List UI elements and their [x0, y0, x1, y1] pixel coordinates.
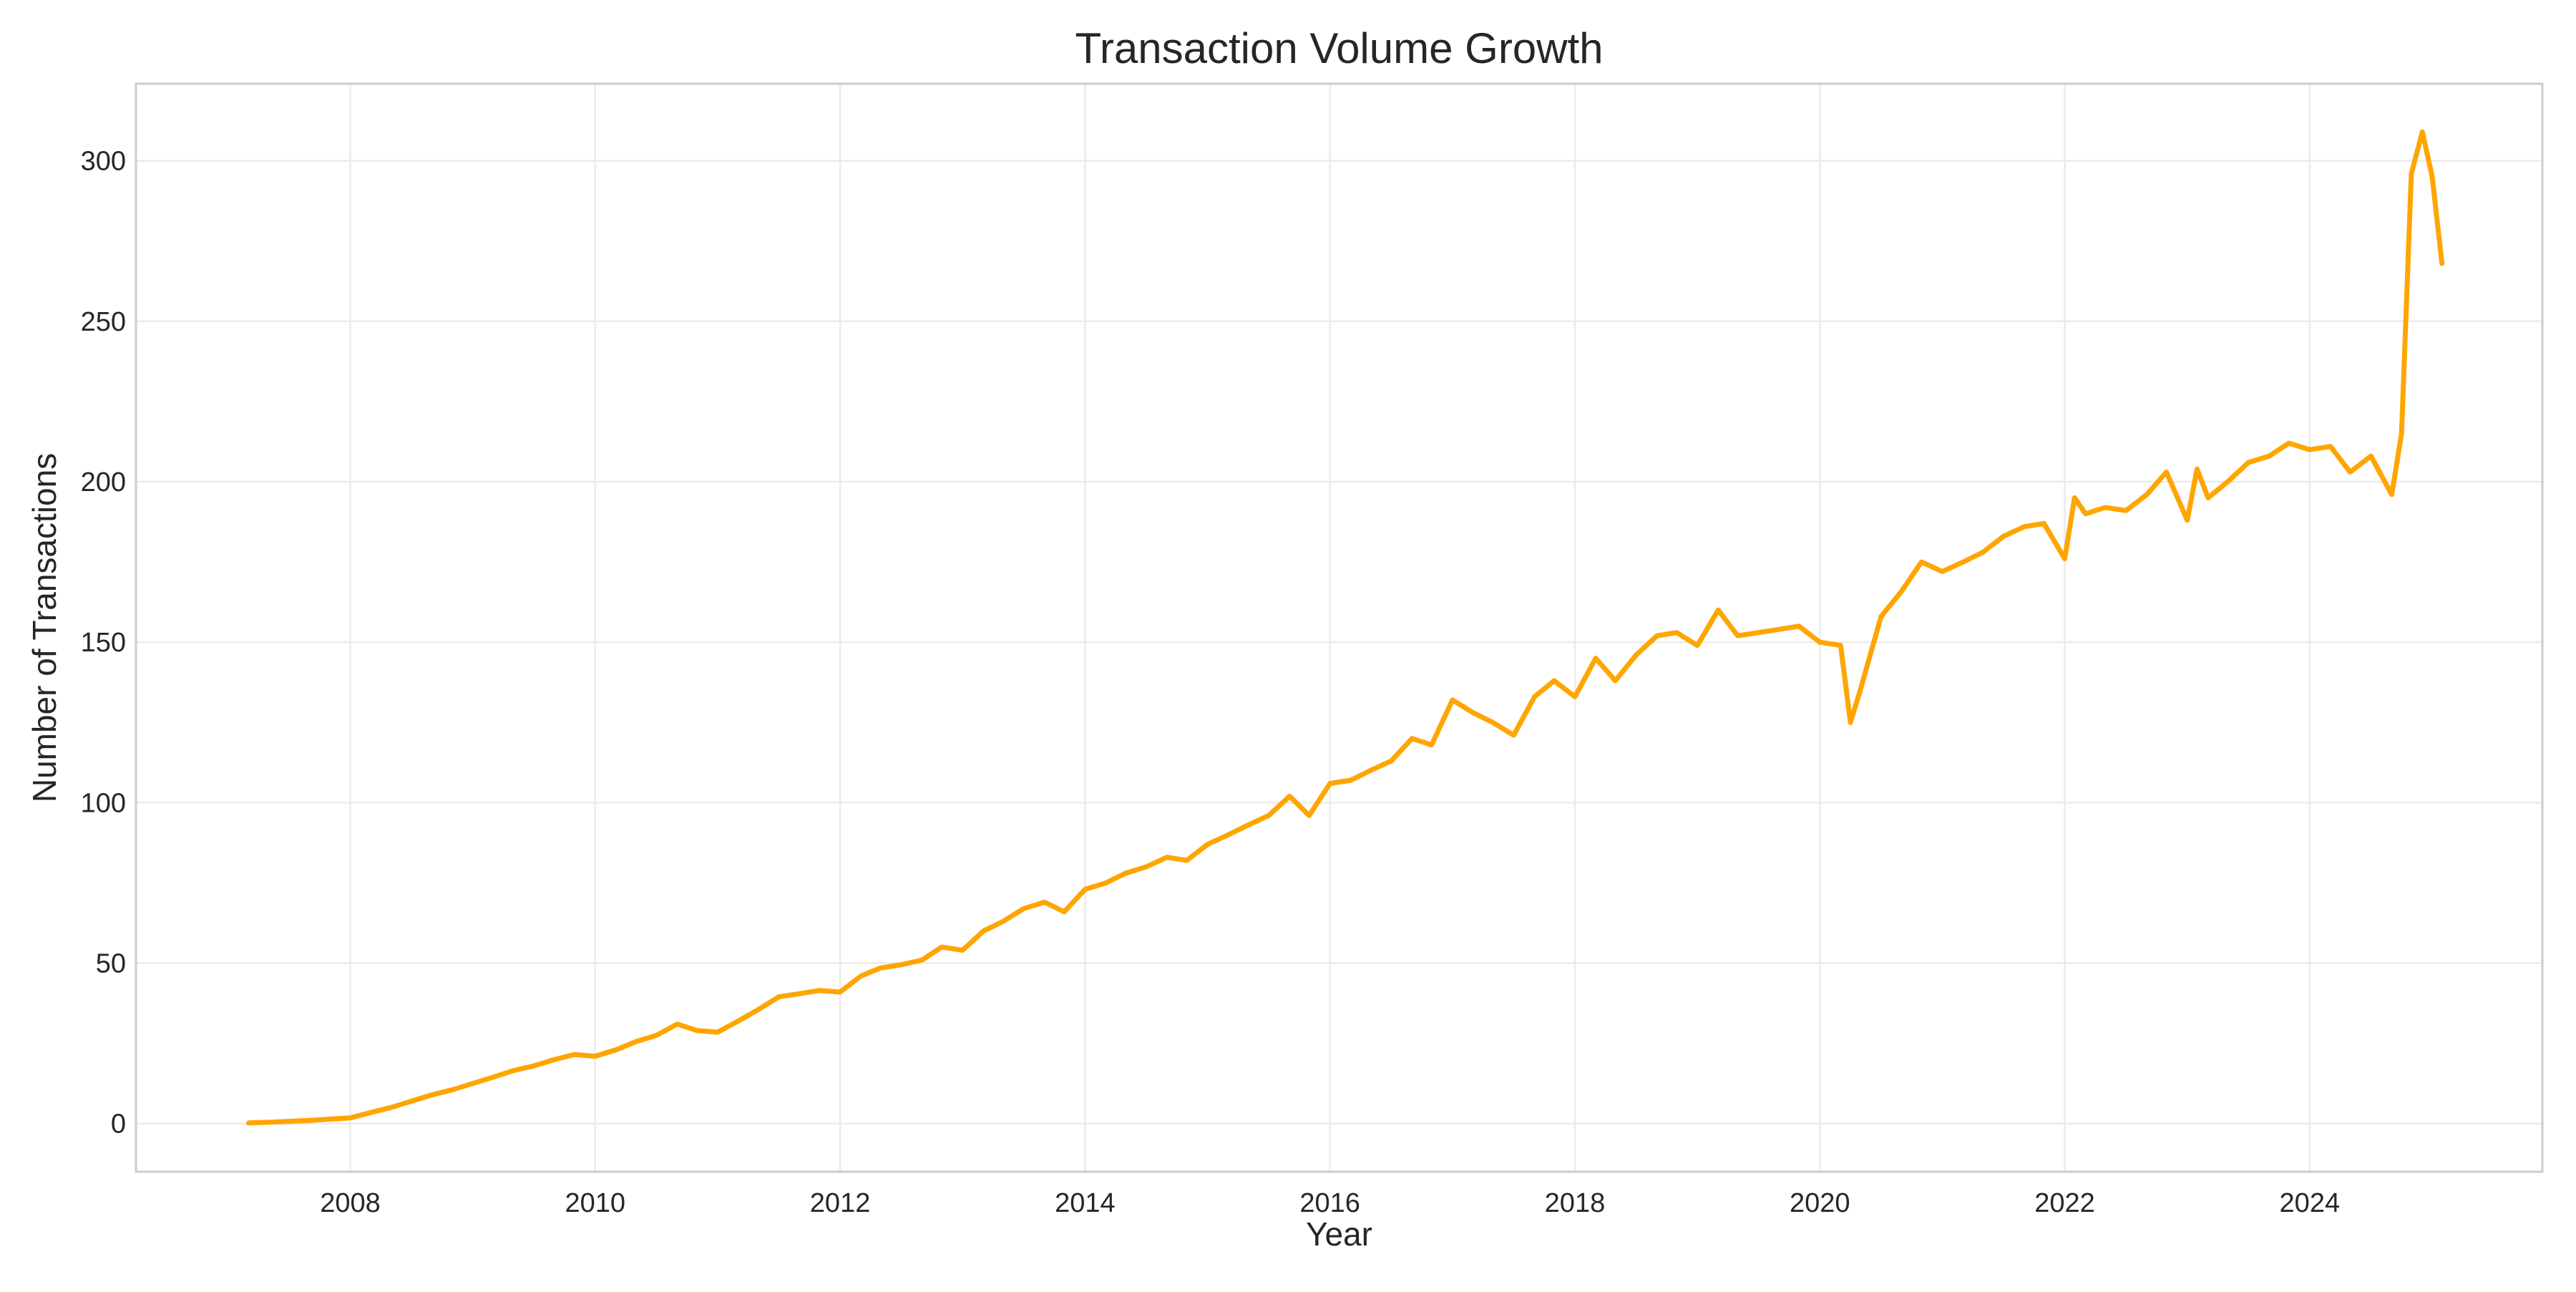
- plot-frame: [135, 82, 2544, 1173]
- x-tick-label: 2010: [565, 1188, 626, 1218]
- y-axis-label: Number of Transactions: [26, 453, 63, 802]
- chart-title: Transaction Volume Growth: [1075, 24, 1603, 72]
- series-layer: [246, 129, 2445, 1126]
- grid: [136, 84, 2542, 1172]
- x-tick-label: 2014: [1055, 1188, 1116, 1218]
- x-tick-label: 2022: [2034, 1188, 2095, 1218]
- x-tick-label: 2012: [810, 1188, 871, 1218]
- x-tick-label: 2018: [1545, 1188, 1606, 1218]
- x-tick-label: 2016: [1299, 1188, 1360, 1218]
- y-tick-label: 50: [96, 949, 126, 979]
- series-line: [246, 129, 2445, 1126]
- y-tick-label: 0: [111, 1109, 126, 1140]
- x-tick-label: 2008: [320, 1188, 381, 1218]
- y-tick-label: 250: [81, 307, 126, 337]
- x-tick-label: 2024: [2280, 1188, 2341, 1218]
- y-tick-label: 100: [81, 788, 126, 818]
- x-tick-label: 2020: [1790, 1188, 1850, 1218]
- y-tick-label: 200: [81, 467, 126, 497]
- tick-labels: 2008 2010 2012 2014 2016 2018 2020 2022 2024 0 50 1…: [81, 147, 2341, 1218]
- y-tick-label: 300: [81, 147, 126, 177]
- y-tick-label: 150: [81, 628, 126, 658]
- x-axis-label: Year: [1306, 1215, 1372, 1253]
